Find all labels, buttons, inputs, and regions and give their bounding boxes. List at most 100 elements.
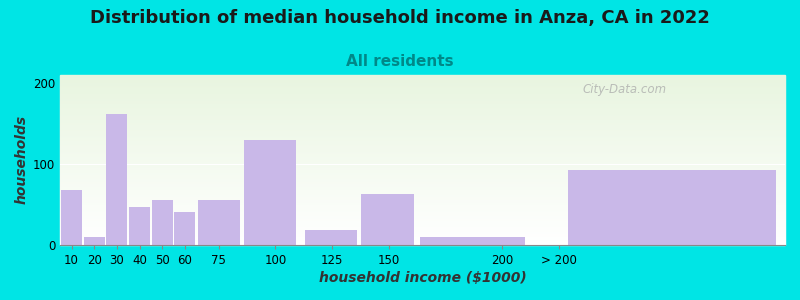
Bar [60,239,785,240]
Bar [60,111,785,112]
Bar [60,200,785,201]
Bar [60,180,785,181]
Bar [60,225,785,226]
Bar [60,135,785,136]
Text: City-Data.com: City-Data.com [582,83,666,97]
Bar [60,193,785,194]
Bar [60,106,785,107]
Bar [60,84,785,85]
Bar [60,170,785,171]
Bar [60,141,785,142]
Bar [60,195,785,196]
Bar [60,162,785,163]
Bar [60,242,785,243]
Bar [60,124,785,125]
Bar [60,217,785,218]
Bar [60,147,785,148]
Y-axis label: households: households [15,115,29,205]
Bar [60,80,785,81]
Bar [60,232,785,233]
Bar [60,192,785,193]
Bar [420,237,525,245]
Bar [60,109,785,110]
Bar [60,241,785,242]
Bar [60,143,785,144]
X-axis label: household income ($1000): household income ($1000) [318,271,526,285]
Bar [60,89,785,90]
Bar [60,230,785,231]
Bar [60,231,785,232]
Bar [60,207,785,208]
Bar [60,151,785,152]
Bar [60,167,785,168]
Bar [60,83,785,84]
Bar [60,169,785,170]
Bar [60,126,785,127]
Bar [60,203,785,204]
Bar [60,218,785,219]
Bar [60,237,785,238]
Bar [60,238,785,239]
Bar [60,216,785,217]
Bar [60,220,785,221]
Bar [60,112,785,113]
Bar [60,165,785,166]
Text: Distribution of median household income in Anza, CA in 2022: Distribution of median household income … [90,9,710,27]
Bar [60,184,785,185]
Bar [60,204,785,205]
Bar [60,166,785,167]
Bar [129,207,150,245]
Bar [60,228,785,229]
Bar [60,102,785,103]
Bar [60,191,785,192]
Bar [60,187,785,188]
Bar [174,212,195,245]
Bar [60,224,785,225]
Bar [60,226,785,227]
Bar [60,210,785,211]
Bar [60,131,785,132]
Bar [60,119,785,120]
Bar [60,222,785,223]
Bar [60,88,785,89]
Bar [60,136,785,137]
Bar [60,123,785,124]
Bar [60,137,785,138]
Bar [60,175,785,176]
Bar [60,235,785,236]
Bar [60,86,785,87]
Bar [60,160,785,161]
Bar [60,181,785,182]
Bar [60,116,785,117]
Bar [60,98,785,99]
Bar [60,132,785,133]
Bar [60,158,785,159]
Bar [60,244,785,245]
Bar [60,173,785,174]
Bar [60,90,785,91]
Bar [60,101,785,102]
Bar [60,205,785,206]
Bar [198,200,240,245]
Bar [60,92,785,93]
Bar [305,230,357,245]
Bar [60,110,785,111]
Bar [60,209,785,210]
Bar [60,120,785,121]
Bar [60,81,785,82]
Bar [60,212,785,213]
Bar [60,145,785,146]
Bar [60,125,785,126]
Bar [362,194,414,245]
Bar [60,174,785,175]
Bar [60,118,785,119]
Bar [60,202,785,203]
Bar [60,121,785,122]
Bar [60,171,785,172]
Bar [60,176,785,177]
Bar [60,223,785,224]
Bar [60,129,785,130]
Bar [60,82,785,83]
Bar [60,199,785,200]
Bar [60,146,785,147]
